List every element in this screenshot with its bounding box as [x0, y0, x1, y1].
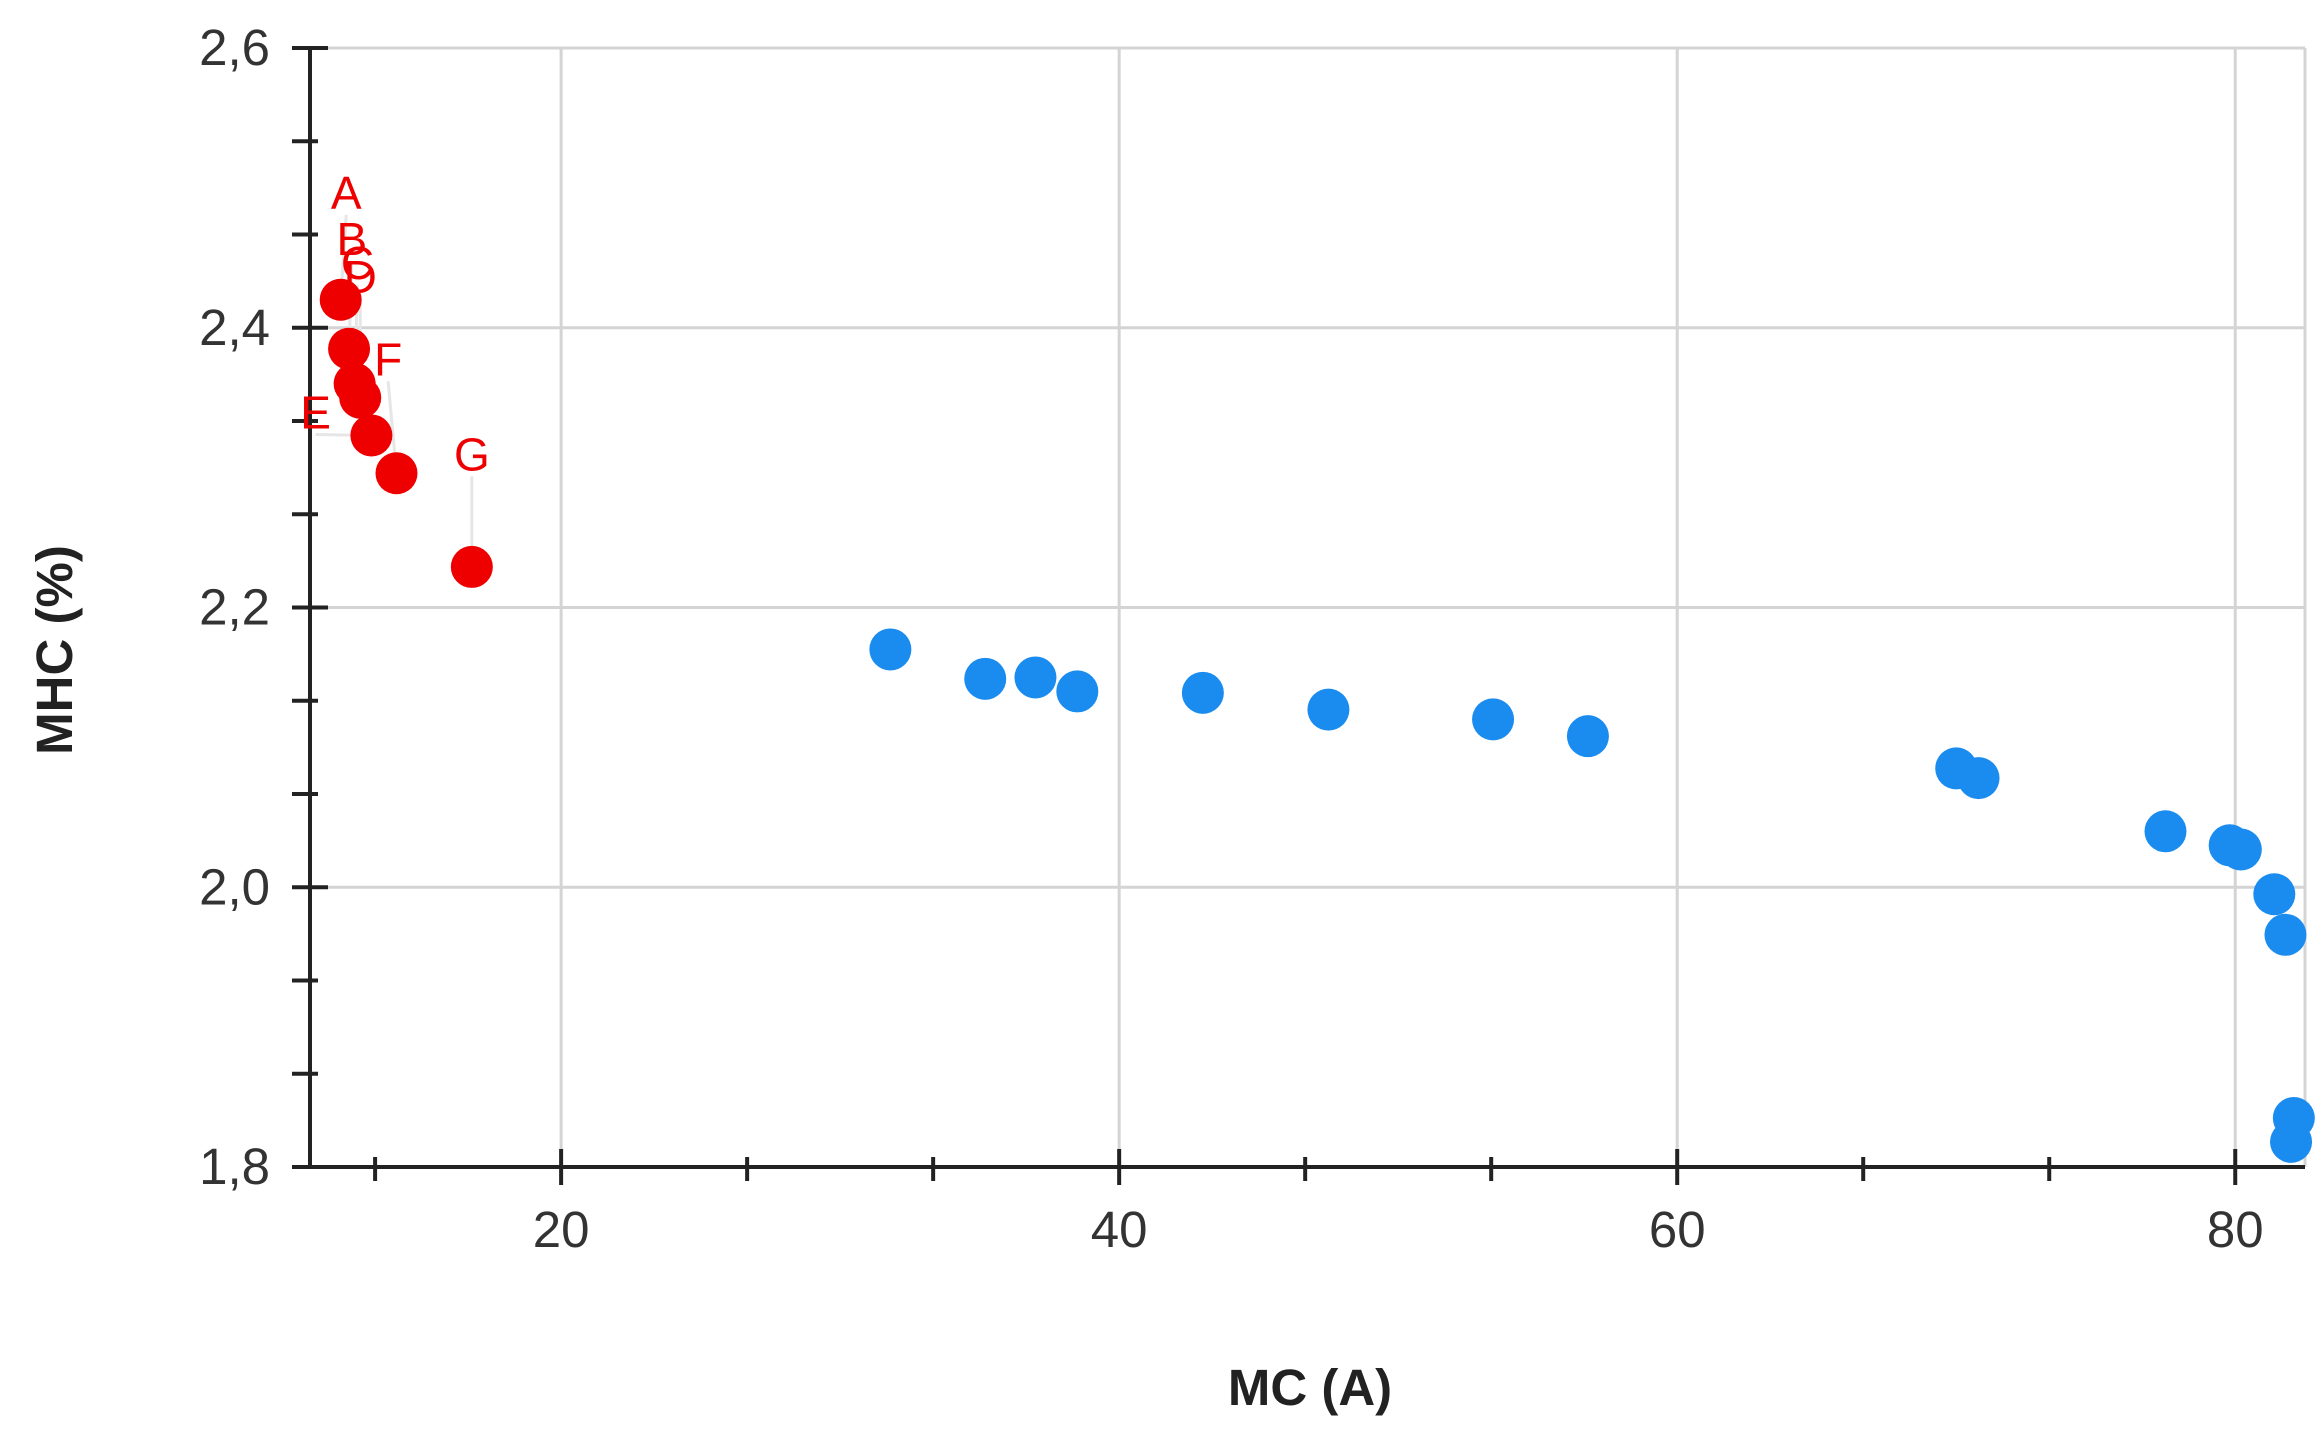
data-point — [339, 376, 382, 419]
data-point — [2219, 828, 2262, 871]
data-point — [869, 628, 912, 671]
x-tick-label: 40 — [1091, 1201, 1148, 1258]
data-point — [2144, 810, 2187, 853]
x-tick-label: 60 — [1649, 1201, 1706, 1258]
y-axis-title: MHC (%) — [26, 545, 83, 755]
axes: 1,8 2,0 2,2 2,4 2,6 20 40 60 80 — [199, 19, 2305, 1258]
data-point — [375, 452, 418, 495]
point-label-e: E — [300, 386, 331, 438]
data-point — [964, 657, 1007, 700]
point-label-b: B — [337, 213, 368, 265]
data-point — [350, 414, 393, 457]
x-tick-label: 80 — [2207, 1201, 2264, 1258]
data-point — [1472, 698, 1515, 741]
data-point — [1566, 715, 1609, 758]
data-point — [1307, 688, 1350, 731]
data-point — [2253, 873, 2296, 916]
data-point — [2270, 1120, 2313, 1163]
x-tick-label: 20 — [533, 1201, 590, 1258]
y-tick-label: 2,4 — [199, 299, 270, 356]
point-label-f: F — [374, 333, 402, 385]
y-tick-label: 2,6 — [199, 19, 270, 76]
y-tick-label: 2,2 — [199, 579, 270, 636]
data-points — [319, 278, 2315, 1163]
data-point — [2264, 913, 2307, 956]
data-point — [1181, 671, 1224, 714]
data-point — [1014, 656, 1057, 699]
gridlines — [310, 46, 2307, 1169]
y-tick-label: 1,8 — [199, 1138, 270, 1195]
data-point — [319, 278, 362, 321]
x-axis-title: MC (A) — [1228, 1359, 1392, 1416]
data-point — [328, 327, 371, 370]
data-point — [450, 545, 493, 588]
point-label-a: A — [331, 167, 362, 219]
data-point — [1056, 670, 1099, 713]
point-label-g: G — [454, 428, 490, 480]
y-tick-label: 2,0 — [199, 858, 270, 915]
data-point — [1957, 757, 2000, 800]
